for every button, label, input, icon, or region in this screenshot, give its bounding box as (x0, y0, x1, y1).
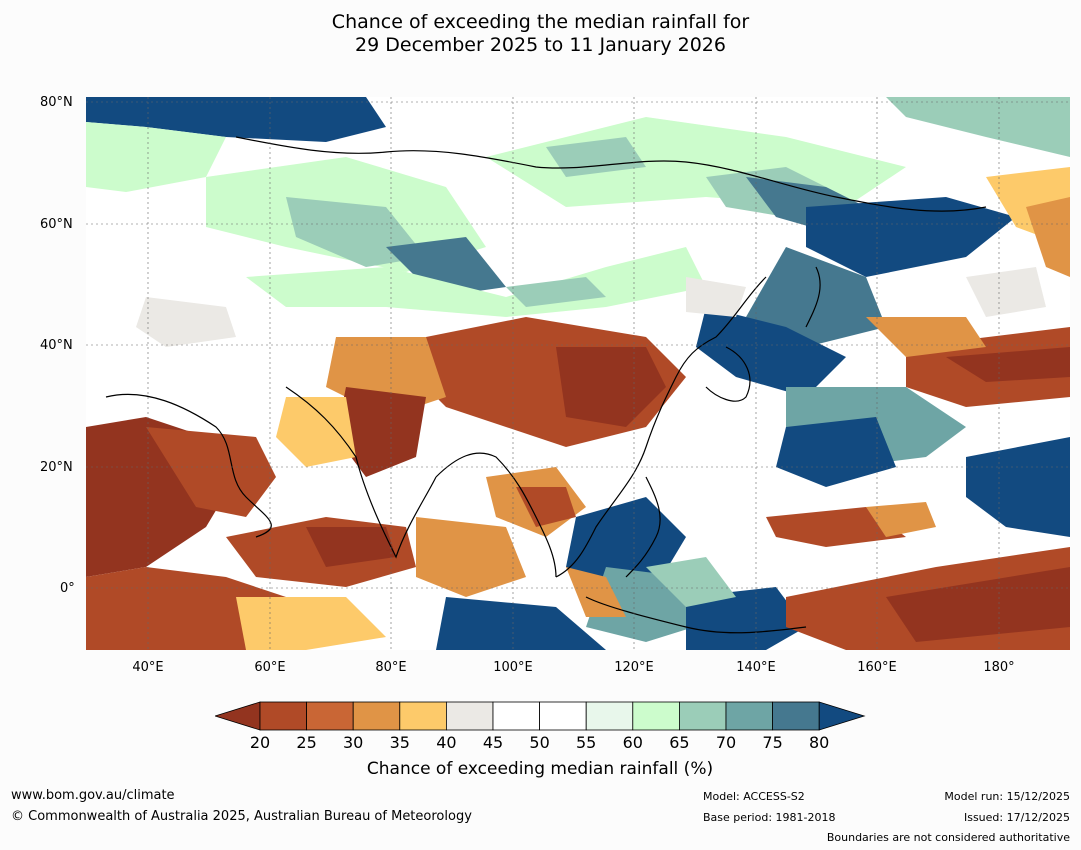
colorbar-tick-label: 75 (762, 733, 783, 752)
lon-label-40e: 40°E (132, 660, 164, 675)
lon-label-80e: 80°E (375, 660, 407, 675)
colorbar-segment (399, 701, 447, 731)
colorbar-tick-label: 70 (715, 733, 737, 752)
model-run-text: Model run: 15/12/2025 (944, 790, 1070, 803)
colorbar-segment (632, 701, 680, 731)
lat-label-40n: 40°N (40, 338, 73, 353)
colorbar-tick-label: 30 (343, 733, 364, 752)
colorbar-arrow-high (818, 701, 866, 731)
colorbar-segment (259, 701, 307, 731)
colorbar-tick-label: 80 (809, 733, 830, 752)
colorbar-segment (539, 701, 587, 731)
colorbar-segment (492, 701, 540, 731)
model-text: Model: ACCESS-S2 (703, 790, 805, 803)
base-period-text: Base period: 1981-2018 (703, 811, 836, 824)
lon-label-160e: 160°E (857, 660, 897, 675)
colorbar-tick-label: 35 (389, 733, 410, 752)
copyright-text: © Commonwealth of Australia 2025, Austra… (11, 809, 472, 824)
colorbar-segment (678, 701, 727, 731)
disclaimer-text: Boundaries are not considered authoritat… (826, 831, 1070, 844)
colorbar-segment (772, 701, 820, 731)
lon-label-180: 180° (983, 660, 1015, 675)
lat-label-0: 0° (60, 581, 75, 596)
colorbar-arrow-low (215, 701, 261, 731)
rainfall-probability-map (86, 97, 1070, 650)
colorbar-tick-label: 25 (296, 733, 317, 752)
lon-label-120e: 120°E (614, 660, 654, 675)
map-title-line-1: Chance of exceeding the median rainfall … (331, 11, 750, 33)
lat-label-20n: 20°N (40, 460, 73, 475)
colorbar-tick-label: 20 (249, 733, 271, 752)
colorbar-tick-label: 65 (669, 733, 690, 752)
lon-label-100e: 100°E (493, 660, 533, 675)
colorbar-tick-label: 60 (622, 733, 643, 752)
lat-label-60n: 60°N (40, 217, 73, 232)
colorbar-tick-label: 45 (482, 733, 504, 752)
colorbar-segment (306, 701, 354, 731)
website-link[interactable]: www.bom.gov.au/climate (11, 788, 175, 803)
lat-label-80n: 80°N (40, 95, 73, 110)
colorbar-tick-label: 55 (576, 733, 597, 752)
colorbar-segment (725, 701, 773, 731)
lon-label-60e: 60°E (254, 660, 286, 675)
map-title-line-2: 29 December 2025 to 11 January 2026 (355, 34, 726, 56)
lon-label-140e: 140°E (736, 660, 776, 675)
colorbar-segment (585, 701, 634, 731)
colorbar-segment (352, 701, 401, 731)
colorbar-tick-label: 50 (529, 733, 550, 752)
colorbar (215, 701, 866, 731)
colorbar-title: Chance of exceeding median rainfall (%) (366, 759, 714, 779)
colorbar-segment (445, 701, 494, 731)
issued-text: Issued: 17/12/2025 (963, 811, 1070, 824)
colorbar-tick-label: 40 (436, 733, 457, 752)
